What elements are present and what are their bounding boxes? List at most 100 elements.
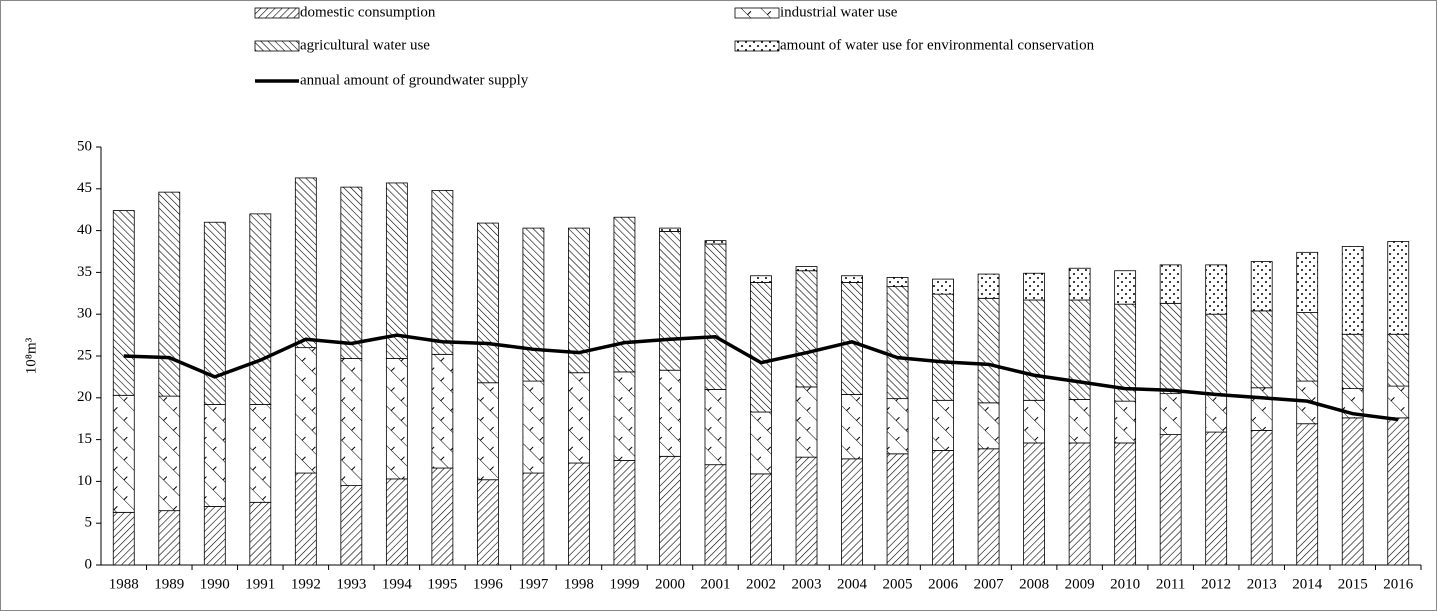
x-tick-label: 2006 [928, 576, 959, 592]
bar-segment [659, 227, 681, 232]
legend-label: agricultural water use [300, 37, 430, 53]
bar-segment [1296, 251, 1319, 313]
bar-segment [704, 240, 727, 245]
bar-segment [1387, 241, 1410, 335]
bar-segment [1114, 270, 1137, 305]
bar-segment [1296, 312, 1319, 382]
x-tick-label: 1996 [473, 576, 504, 592]
bar-segment [1205, 264, 1228, 315]
y-tick-label: 15 [77, 431, 92, 447]
x-tick-label: 2007 [974, 576, 1005, 592]
bar-segment [1250, 387, 1273, 431]
bar-segment [1068, 267, 1091, 301]
bar-segment [340, 485, 363, 566]
bar-segment [841, 458, 863, 566]
bar-segment [249, 213, 272, 405]
bar-segment [1387, 333, 1410, 387]
bar-segment [1023, 442, 1046, 566]
x-tick-label: 2012 [1201, 576, 1231, 592]
legend-swatch [254, 40, 300, 52]
y-tick-label: 45 [77, 180, 92, 196]
bar-segment [704, 464, 727, 566]
bar-segment [203, 506, 226, 566]
bar-segment [1341, 246, 1364, 335]
bar-segment [841, 275, 863, 283]
x-tick-label: 2000 [655, 576, 685, 592]
bar-segment [1114, 400, 1137, 444]
bar-segment [1250, 261, 1273, 312]
bar-segment [249, 501, 272, 566]
bar-segment [1023, 299, 1046, 401]
bar-segment [158, 191, 181, 397]
bar-segment [795, 270, 818, 388]
bar-segment [841, 282, 863, 395]
bar-segment [568, 462, 590, 566]
bar-segment [431, 353, 454, 469]
bar-segment [704, 389, 727, 466]
bar-segment [613, 216, 636, 373]
bar-segment [522, 472, 545, 566]
bar-segment [659, 455, 681, 566]
bar-segment [750, 473, 772, 566]
legend-swatch [734, 40, 780, 52]
bar-segment [568, 227, 590, 374]
bar-segment [659, 369, 681, 457]
bar-segment [294, 347, 317, 474]
bar-segment [522, 380, 545, 474]
x-tick-label: 1997 [518, 576, 549, 592]
y-tick-label: 25 [77, 347, 92, 363]
x-tick-label: 1994 [382, 576, 413, 592]
bar-segment [750, 275, 772, 283]
x-tick-label: 2005 [883, 576, 913, 592]
bar-segment [112, 394, 135, 513]
bar-segment [385, 358, 408, 480]
x-tick-label: 1988 [109, 576, 139, 592]
x-tick-label: 2002 [746, 576, 776, 592]
legend-label: industrial water use [780, 4, 898, 20]
y-tick-label: 35 [77, 264, 92, 280]
bar-segment [112, 210, 135, 396]
bar-segment [659, 231, 681, 371]
x-tick-label: 2001 [700, 576, 730, 592]
bar-segment [1068, 399, 1091, 444]
bar-segment [613, 371, 636, 461]
bar-segment [203, 404, 226, 507]
bar-segment [1205, 394, 1228, 433]
bar-segment [1341, 333, 1364, 390]
bar-segment [841, 394, 863, 460]
x-tick-label: 2013 [1247, 576, 1277, 592]
x-tick-label: 2010 [1110, 576, 1140, 592]
bar-segment [476, 479, 499, 566]
x-tick-label: 1989 [154, 576, 184, 592]
bar-segment [340, 186, 363, 359]
x-tick-label: 2015 [1338, 576, 1368, 592]
legend-swatch [734, 7, 780, 19]
bar-segment [977, 402, 1000, 450]
bar-segment [1159, 302, 1182, 395]
bar-segment [431, 190, 454, 355]
y-tick-label: 20 [77, 389, 92, 405]
bar-segment [1341, 417, 1364, 566]
x-tick-label: 1992 [291, 576, 321, 592]
bar-segment [1159, 264, 1182, 304]
x-tick-label: 2009 [1065, 576, 1095, 592]
bar-segment [977, 273, 1000, 299]
bar-segment [1250, 430, 1273, 566]
bar-segment [977, 297, 1000, 404]
y-tick-label: 0 [85, 556, 93, 572]
bar-segment [203, 221, 226, 405]
bar-segment [750, 282, 772, 413]
bar-segment [1023, 399, 1046, 444]
x-tick-label: 2004 [837, 576, 868, 592]
legend-swatch [254, 7, 300, 19]
x-tick-label: 1993 [336, 576, 366, 592]
bar-segment [932, 293, 954, 401]
bar-segment [294, 472, 317, 566]
legend-label: amount of water use for environmental co… [780, 37, 1095, 53]
x-tick-label: 1999 [609, 576, 639, 592]
bar-segment [158, 510, 181, 566]
y-tick-label: 40 [77, 222, 92, 238]
x-tick-label: 2011 [1156, 576, 1185, 592]
bar-segment [795, 456, 818, 566]
